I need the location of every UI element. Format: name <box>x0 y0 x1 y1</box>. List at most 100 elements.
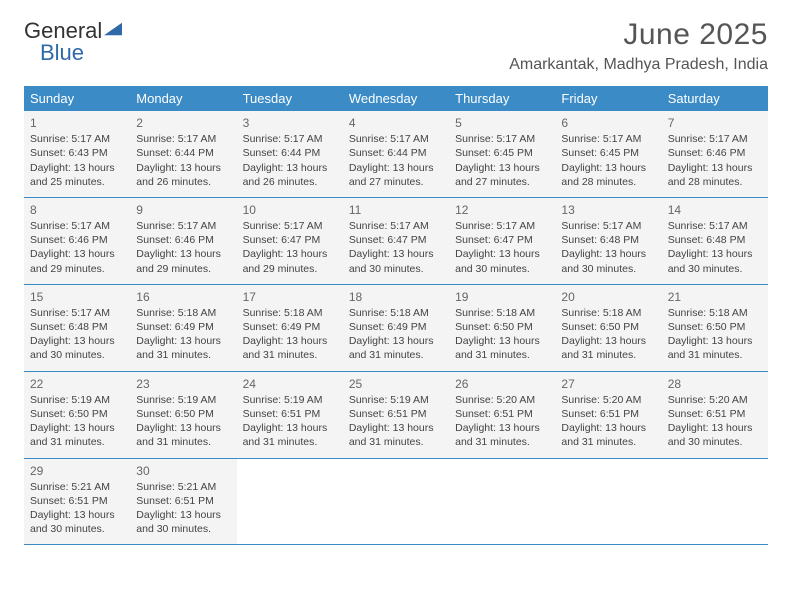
sunset-line: Sunset: 6:50 PM <box>668 320 762 334</box>
day-number: 13 <box>561 202 655 218</box>
day-header: Tuesday <box>237 86 343 111</box>
daylight-line: Daylight: 13 hours and 25 minutes. <box>30 161 124 189</box>
sunrise-line: Sunrise: 5:18 AM <box>136 306 230 320</box>
sunrise-line: Sunrise: 5:17 AM <box>668 132 762 146</box>
calendar-week: 8Sunrise: 5:17 AMSunset: 6:46 PMDaylight… <box>24 198 768 285</box>
sunset-line: Sunset: 6:47 PM <box>349 233 443 247</box>
sunrise-line: Sunrise: 5:20 AM <box>668 393 762 407</box>
day-header: Wednesday <box>343 86 449 111</box>
sunrise-line: Sunrise: 5:17 AM <box>243 219 337 233</box>
day-number: 11 <box>349 202 443 218</box>
calendar-day-empty <box>237 459 343 545</box>
daylight-line: Daylight: 13 hours and 31 minutes. <box>349 334 443 362</box>
day-number: 7 <box>668 115 762 131</box>
day-number: 16 <box>136 289 230 305</box>
sunrise-line: Sunrise: 5:20 AM <box>561 393 655 407</box>
calendar-day: 1Sunrise: 5:17 AMSunset: 6:43 PMDaylight… <box>24 111 130 197</box>
day-number: 21 <box>668 289 762 305</box>
sunset-line: Sunset: 6:45 PM <box>561 146 655 160</box>
sunrise-line: Sunrise: 5:19 AM <box>243 393 337 407</box>
daylight-line: Daylight: 13 hours and 30 minutes. <box>349 247 443 275</box>
sunset-line: Sunset: 6:50 PM <box>561 320 655 334</box>
sunset-line: Sunset: 6:50 PM <box>455 320 549 334</box>
sunset-line: Sunset: 6:46 PM <box>30 233 124 247</box>
sunrise-line: Sunrise: 5:17 AM <box>561 219 655 233</box>
sunset-line: Sunset: 6:48 PM <box>30 320 124 334</box>
day-number: 29 <box>30 463 124 479</box>
calendar-week: 22Sunrise: 5:19 AMSunset: 6:50 PMDayligh… <box>24 372 768 459</box>
daylight-line: Daylight: 13 hours and 31 minutes. <box>243 334 337 362</box>
sunset-line: Sunset: 6:44 PM <box>136 146 230 160</box>
day-number: 6 <box>561 115 655 131</box>
daylight-line: Daylight: 13 hours and 31 minutes. <box>136 334 230 362</box>
daylight-line: Daylight: 13 hours and 31 minutes. <box>349 421 443 449</box>
daylight-line: Daylight: 13 hours and 29 minutes. <box>136 247 230 275</box>
calendar-day: 10Sunrise: 5:17 AMSunset: 6:47 PMDayligh… <box>237 198 343 284</box>
calendar-day: 29Sunrise: 5:21 AMSunset: 6:51 PMDayligh… <box>24 459 130 545</box>
daylight-line: Daylight: 13 hours and 29 minutes. <box>30 247 124 275</box>
calendar-day: 8Sunrise: 5:17 AMSunset: 6:46 PMDaylight… <box>24 198 130 284</box>
calendar-day: 12Sunrise: 5:17 AMSunset: 6:47 PMDayligh… <box>449 198 555 284</box>
daylight-line: Daylight: 13 hours and 30 minutes. <box>455 247 549 275</box>
calendar-week: 15Sunrise: 5:17 AMSunset: 6:48 PMDayligh… <box>24 285 768 372</box>
day-header: Monday <box>130 86 236 111</box>
day-number: 2 <box>136 115 230 131</box>
day-header: Sunday <box>24 86 130 111</box>
sunset-line: Sunset: 6:50 PM <box>136 407 230 421</box>
day-header: Thursday <box>449 86 555 111</box>
calendar-day: 18Sunrise: 5:18 AMSunset: 6:49 PMDayligh… <box>343 285 449 371</box>
sunrise-line: Sunrise: 5:21 AM <box>30 480 124 494</box>
daylight-line: Daylight: 13 hours and 31 minutes. <box>455 421 549 449</box>
calendar-day: 16Sunrise: 5:18 AMSunset: 6:49 PMDayligh… <box>130 285 236 371</box>
sunrise-line: Sunrise: 5:17 AM <box>30 132 124 146</box>
sunrise-line: Sunrise: 5:18 AM <box>561 306 655 320</box>
sunrise-line: Sunrise: 5:21 AM <box>136 480 230 494</box>
sunset-line: Sunset: 6:49 PM <box>243 320 337 334</box>
day-number: 30 <box>136 463 230 479</box>
calendar-day: 23Sunrise: 5:19 AMSunset: 6:50 PMDayligh… <box>130 372 236 458</box>
calendar-day-empty <box>555 459 661 545</box>
sunrise-line: Sunrise: 5:17 AM <box>455 132 549 146</box>
calendar-day: 27Sunrise: 5:20 AMSunset: 6:51 PMDayligh… <box>555 372 661 458</box>
daylight-line: Daylight: 13 hours and 26 minutes. <box>243 161 337 189</box>
calendar-day: 11Sunrise: 5:17 AMSunset: 6:47 PMDayligh… <box>343 198 449 284</box>
sunset-line: Sunset: 6:47 PM <box>243 233 337 247</box>
daylight-line: Daylight: 13 hours and 29 minutes. <box>243 247 337 275</box>
sunrise-line: Sunrise: 5:19 AM <box>30 393 124 407</box>
sunrise-line: Sunrise: 5:17 AM <box>349 132 443 146</box>
daylight-line: Daylight: 13 hours and 30 minutes. <box>668 247 762 275</box>
daylight-line: Daylight: 13 hours and 31 minutes. <box>30 421 124 449</box>
day-number: 27 <box>561 376 655 392</box>
daylight-line: Daylight: 13 hours and 31 minutes. <box>561 421 655 449</box>
calendar-day-empty <box>343 459 449 545</box>
month-title: June 2025 <box>509 18 768 52</box>
calendar-day: 30Sunrise: 5:21 AMSunset: 6:51 PMDayligh… <box>130 459 236 545</box>
logo-text-blue: Blue <box>40 40 84 66</box>
calendar-day: 21Sunrise: 5:18 AMSunset: 6:50 PMDayligh… <box>662 285 768 371</box>
sunrise-line: Sunrise: 5:17 AM <box>243 132 337 146</box>
sunset-line: Sunset: 6:51 PM <box>136 494 230 508</box>
calendar-day-empty <box>449 459 555 545</box>
daylight-line: Daylight: 13 hours and 31 minutes. <box>561 334 655 362</box>
sunrise-line: Sunrise: 5:17 AM <box>30 219 124 233</box>
calendar-day: 14Sunrise: 5:17 AMSunset: 6:48 PMDayligh… <box>662 198 768 284</box>
sunrise-line: Sunrise: 5:18 AM <box>243 306 337 320</box>
sunrise-line: Sunrise: 5:18 AM <box>455 306 549 320</box>
calendar-day: 24Sunrise: 5:19 AMSunset: 6:51 PMDayligh… <box>237 372 343 458</box>
calendar-day: 26Sunrise: 5:20 AMSunset: 6:51 PMDayligh… <box>449 372 555 458</box>
sunset-line: Sunset: 6:49 PM <box>136 320 230 334</box>
day-number: 24 <box>243 376 337 392</box>
daylight-line: Daylight: 13 hours and 28 minutes. <box>561 161 655 189</box>
calendar-week: 29Sunrise: 5:21 AMSunset: 6:51 PMDayligh… <box>24 459 768 546</box>
sunset-line: Sunset: 6:51 PM <box>30 494 124 508</box>
sunrise-line: Sunrise: 5:17 AM <box>136 219 230 233</box>
calendar-day: 13Sunrise: 5:17 AMSunset: 6:48 PMDayligh… <box>555 198 661 284</box>
calendar-day: 2Sunrise: 5:17 AMSunset: 6:44 PMDaylight… <box>130 111 236 197</box>
sunset-line: Sunset: 6:51 PM <box>668 407 762 421</box>
sunset-line: Sunset: 6:48 PM <box>668 233 762 247</box>
day-number: 14 <box>668 202 762 218</box>
calendar: SundayMondayTuesdayWednesdayThursdayFrid… <box>24 86 768 545</box>
sunset-line: Sunset: 6:48 PM <box>561 233 655 247</box>
day-number: 15 <box>30 289 124 305</box>
day-number: 12 <box>455 202 549 218</box>
